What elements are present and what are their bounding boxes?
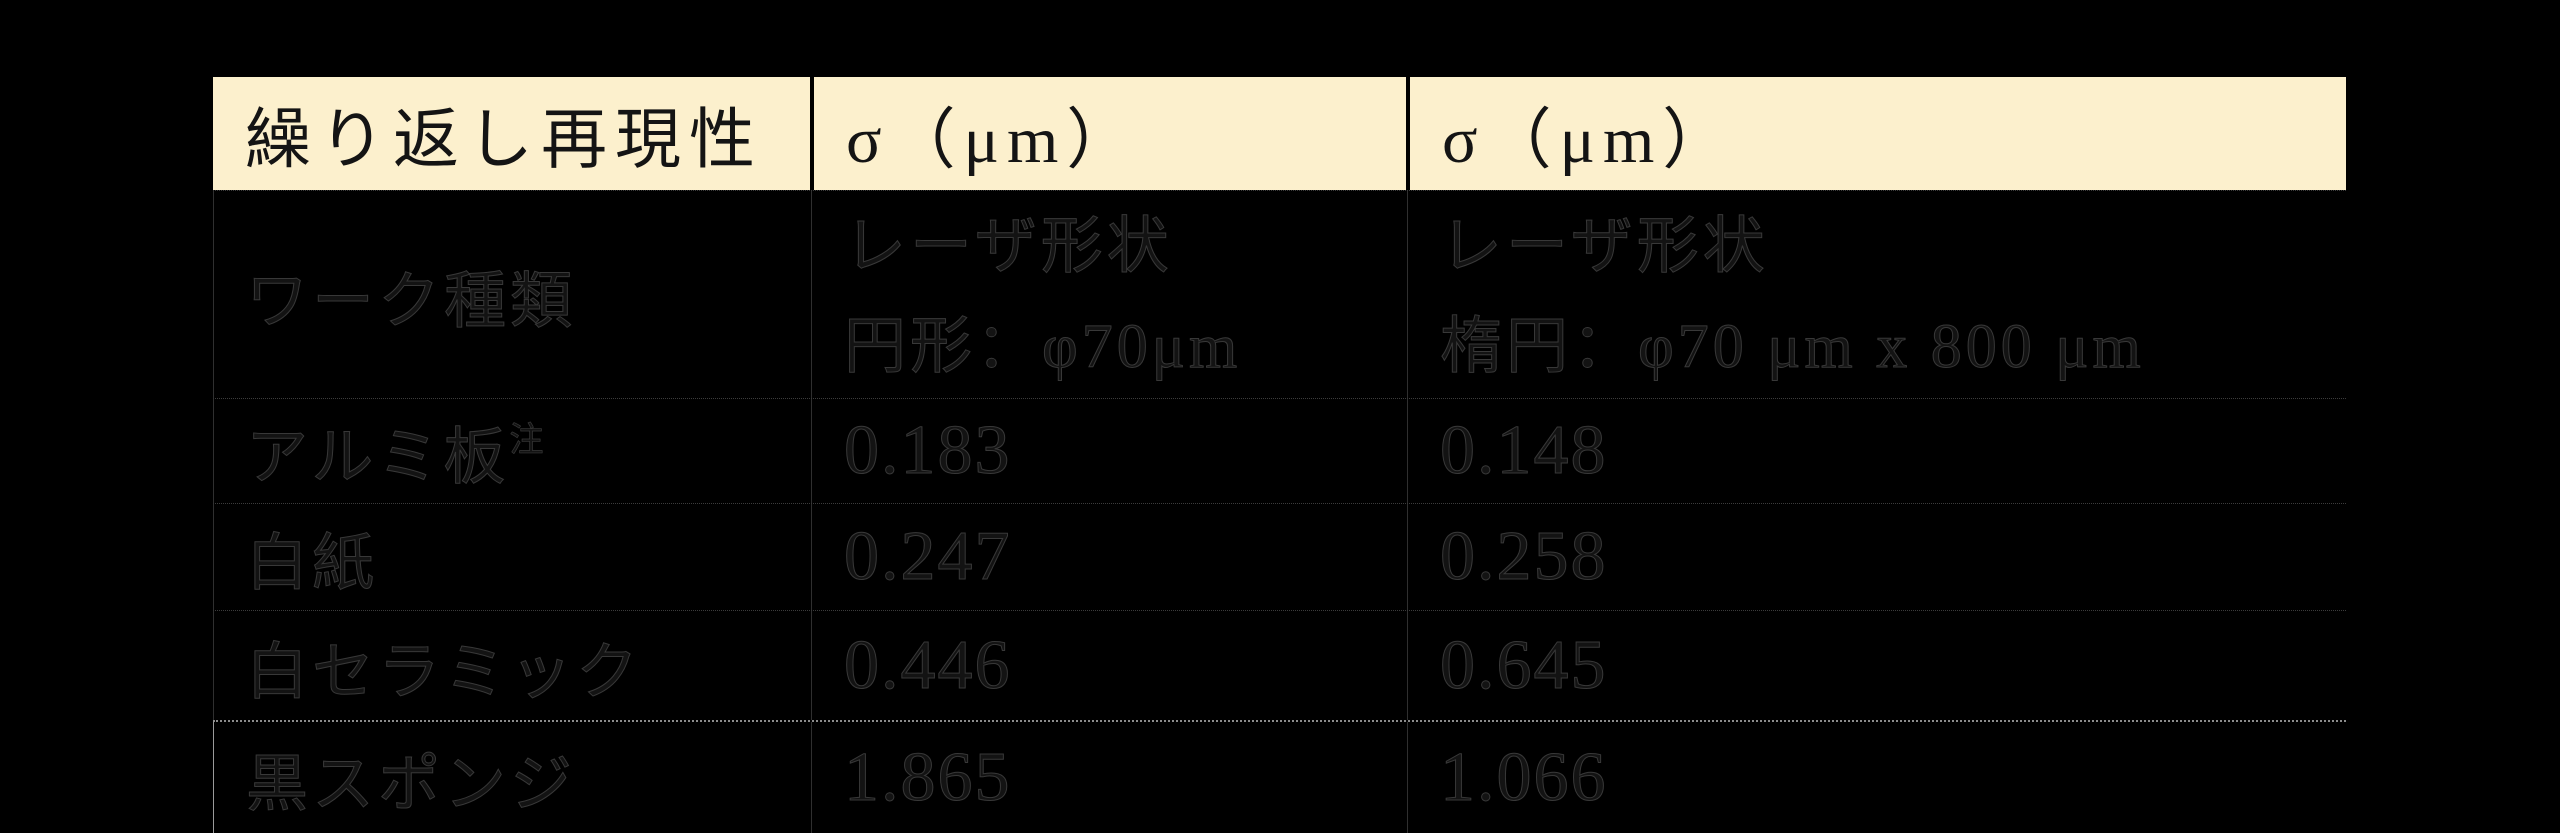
material-name: 白紙 <box>245 530 379 599</box>
row-label: 黒スポンジ <box>214 722 811 833</box>
header-cell-sigma-circle: σ（μm） <box>810 77 1406 190</box>
sigma-circle-value: 0.247 <box>811 504 1407 610</box>
laser-shape-ellipse-spec: 楕円：φ70 μm x 800 μm <box>1440 313 2145 382</box>
row-label: 白紙 <box>214 504 811 610</box>
table-subheader-row: ワーク種類 レーザ形状 円形：φ70μm レーザ形状 楕円：φ70 μm x 8… <box>213 190 2346 398</box>
table-row-white-paper: 白紙 0.247 0.258 <box>213 503 2346 610</box>
table-row-black-sponge: 黒スポンジ 1.865 1.066 <box>213 720 2346 833</box>
subheader-laser-shape-ellipse: レーザ形状 楕円：φ70 μm x 800 μm <box>1407 191 2346 398</box>
material-name: 黒スポンジ <box>245 750 577 819</box>
table-row-aluminum: アルミ板注 0.183 0.148 <box>213 398 2346 503</box>
subheader-laser-shape-circle: レーザ形状 円形：φ70μm <box>811 191 1407 398</box>
header-cell-repeatability: 繰り返し再現性 <box>245 103 763 177</box>
row-label: アルミ板注 <box>214 399 811 503</box>
header-cell-sigma-ellipse: σ（μm） <box>1406 77 2346 190</box>
material-name: 白セラミック <box>245 638 643 707</box>
sigma-circle-value: 0.446 <box>811 611 1407 720</box>
note-marker: 注 <box>509 421 544 459</box>
repeatability-table: 繰り返し再現性 σ（μm） σ（μm） ワーク種類 レーザ形状 円形：φ70μm… <box>213 77 2346 833</box>
sigma-circle-value: 0.183 <box>811 399 1407 503</box>
sigma-ellipse-value: 0.258 <box>1407 504 2346 610</box>
sigma-ellipse-value: 0.148 <box>1407 399 2346 503</box>
row-label: 白セラミック <box>214 611 811 720</box>
sigma-ellipse-value: 1.066 <box>1407 722 2346 833</box>
material-name: アルミ板 <box>245 424 510 493</box>
sigma-circle-value: 1.865 <box>811 722 1407 833</box>
laser-shape-label: レーザ形状 <box>1440 213 1769 282</box>
table-header-row: 繰り返し再現性 σ（μm） σ（μm） <box>213 77 2346 190</box>
laser-shape-label: レーザ形状 <box>844 213 1173 282</box>
sigma-ellipse-value: 0.645 <box>1407 611 2346 720</box>
table-row-white-ceramic: 白セラミック 0.446 0.645 <box>213 610 2346 720</box>
subheader-work-type: ワーク種類 <box>246 267 577 336</box>
laser-shape-circle-spec: 円形：φ70μm <box>843 313 1242 382</box>
